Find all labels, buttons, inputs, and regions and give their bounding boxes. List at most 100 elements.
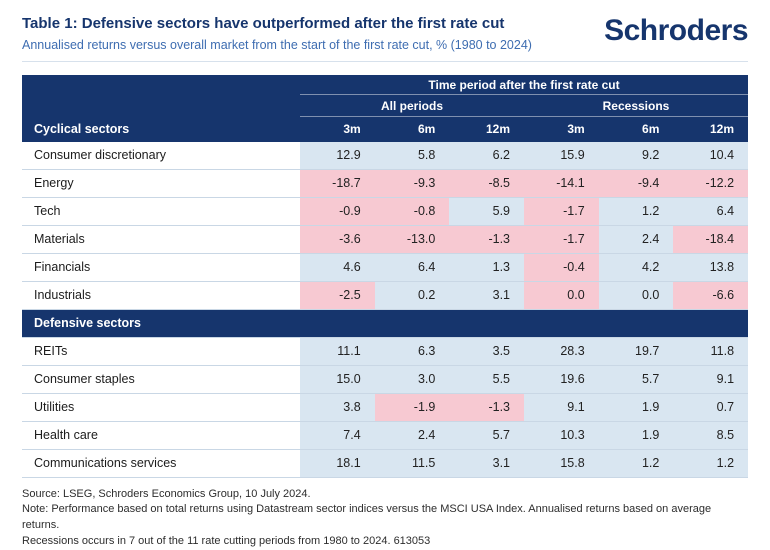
value-cell: 3.0 [375, 366, 450, 393]
page-subtitle: Annualised returns versus overall market… [22, 38, 532, 52]
value-cell: 9.2 [599, 142, 674, 169]
value-cell: 3.1 [449, 282, 524, 309]
value-cell: 6.4 [375, 254, 450, 281]
value-cell: 11.8 [673, 338, 748, 365]
value-cell: -14.1 [524, 170, 599, 197]
value-cell: -9.3 [375, 170, 450, 197]
value-cell: -1.7 [524, 198, 599, 225]
value-cell: 28.3 [524, 338, 599, 365]
footnotes: Source: LSEG, Schroders Economics Group,… [22, 487, 748, 550]
value-cell: 4.2 [599, 254, 674, 281]
value-cell: 5.5 [449, 366, 524, 393]
value-cell: 1.2 [673, 450, 748, 477]
col-header-12m-rec: 12m [673, 117, 748, 142]
source-note: Source: LSEG, Schroders Economics Group,… [22, 487, 748, 503]
sector-name: Materials [22, 226, 300, 253]
col-header-3m: 3m [300, 117, 375, 142]
title-block: Table 1: Defensive sectors have outperfo… [22, 14, 532, 52]
sector-name: Consumer staples [22, 366, 300, 393]
value-cell: 1.9 [599, 422, 674, 449]
group-header-row: All periods Recessions [300, 95, 748, 117]
value-cell: 2.4 [599, 226, 674, 253]
value-cell: 0.2 [375, 282, 450, 309]
sector-name: Utilities [22, 394, 300, 421]
value-cell: -8.5 [449, 170, 524, 197]
sector-name: Health care [22, 422, 300, 449]
value-cell: -0.8 [375, 198, 450, 225]
value-cell: 3.5 [449, 338, 524, 365]
col-header-6m-rec: 6m [599, 117, 674, 142]
value-cell: -1.3 [449, 226, 524, 253]
value-cell: 13.8 [673, 254, 748, 281]
value-cell: -3.6 [300, 226, 375, 253]
sector-name: Industrials [22, 282, 300, 309]
value-cell: 5.8 [375, 142, 450, 169]
section-label-cyclical: Cyclical sectors [22, 75, 300, 142]
value-cell: 4.6 [300, 254, 375, 281]
schroders-logo: Schroders [604, 16, 748, 46]
value-cell: 0.0 [524, 282, 599, 309]
value-cell: 19.7 [599, 338, 674, 365]
value-cell: -9.4 [599, 170, 674, 197]
value-cell: -1.7 [524, 226, 599, 253]
value-cell: -18.4 [673, 226, 748, 253]
value-cell: -12.2 [673, 170, 748, 197]
value-cell: 6.3 [375, 338, 450, 365]
value-cell: -0.9 [300, 198, 375, 225]
value-cell: 5.7 [449, 422, 524, 449]
value-cell: -0.4 [524, 254, 599, 281]
value-cell: 1.2 [599, 450, 674, 477]
returns-table: Cyclical sectors Time period after the f… [22, 75, 748, 478]
value-cell: 6.4 [673, 198, 748, 225]
value-cell: 19.6 [524, 366, 599, 393]
value-cell: 18.1 [300, 450, 375, 477]
value-cell: 15.8 [524, 450, 599, 477]
value-cell: -1.9 [375, 394, 450, 421]
page-title: Table 1: Defensive sectors have outperfo… [22, 14, 532, 34]
value-cell: 1.3 [449, 254, 524, 281]
value-cell: 8.5 [673, 422, 748, 449]
col-header-12m: 12m [449, 117, 524, 142]
value-cell: 10.3 [524, 422, 599, 449]
group-header-recessions: Recessions [524, 95, 748, 116]
sector-name: Communications services [22, 450, 300, 477]
top-header-cell: Time period after the first rate cut [300, 75, 748, 95]
sector-name: Tech [22, 198, 300, 225]
value-cell: 1.2 [599, 198, 674, 225]
section-header-row: Defensive sectors [22, 310, 748, 338]
method-note: Note: Performance based on total returns… [22, 502, 748, 534]
value-cell: 0.0 [599, 282, 674, 309]
sector-name: Consumer discretionary [22, 142, 300, 169]
value-cell: -18.7 [300, 170, 375, 197]
table-header-data: Time period after the first rate cut All… [300, 75, 748, 142]
value-cell: -13.0 [375, 226, 450, 253]
value-cell: -1.3 [449, 394, 524, 421]
page-header: Table 1: Defensive sectors have outperfo… [22, 14, 748, 52]
value-cell: 10.4 [673, 142, 748, 169]
value-cell: -6.6 [673, 282, 748, 309]
value-cell: 9.1 [524, 394, 599, 421]
value-cell: 12.9 [300, 142, 375, 169]
sector-name: REITs [22, 338, 300, 365]
value-cell: 15.0 [300, 366, 375, 393]
value-cell: 5.7 [599, 366, 674, 393]
sector-name: Energy [22, 170, 300, 197]
sector-name: Financials [22, 254, 300, 281]
value-cell: -2.5 [300, 282, 375, 309]
value-cell: 1.9 [599, 394, 674, 421]
recessions-note: Recessions occurs in 7 out of the 11 rat… [22, 534, 748, 550]
value-cell: 11.5 [375, 450, 450, 477]
value-cell: 0.7 [673, 394, 748, 421]
